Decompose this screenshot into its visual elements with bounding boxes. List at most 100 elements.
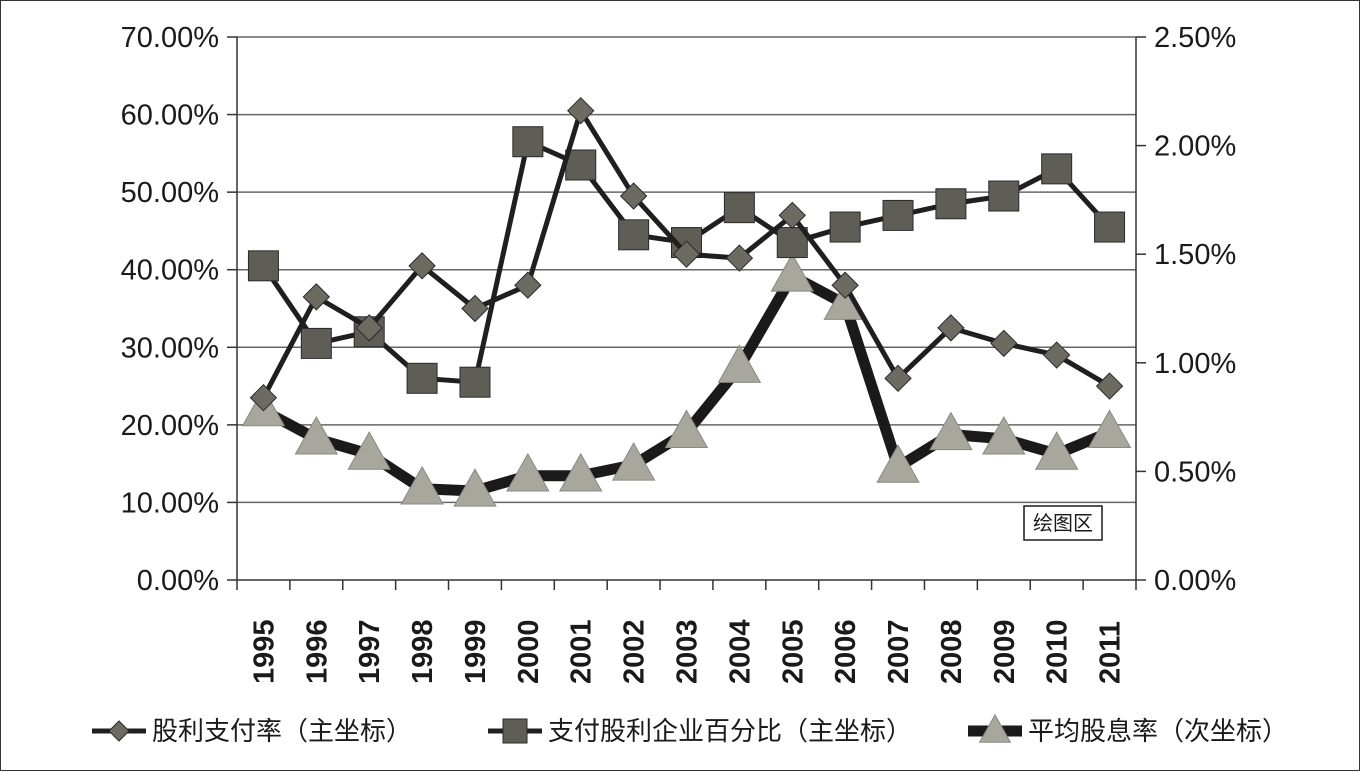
data-point-triangle [1087, 409, 1132, 449]
primary-y-tick-label: 70.00% [121, 22, 219, 54]
data-point-square [247, 250, 279, 282]
data-point-triangle [876, 444, 920, 483]
data-point-square [459, 366, 491, 398]
data-point-square [565, 149, 597, 181]
legend-marker-triangle [978, 713, 1012, 743]
secondary-y-tick-label: 0.50% [1154, 456, 1236, 488]
primary-y-tick-label: 0.00% [137, 565, 219, 597]
secondary-y-tick-label: 2.50% [1154, 22, 1236, 54]
data-point-triangle [1034, 431, 1079, 470]
plot-area-label: 绘图区 [1033, 511, 1093, 535]
x-tick-label: 2011 [1095, 621, 1127, 684]
legend-marker-diamond [108, 720, 130, 742]
data-point-diamond [567, 96, 595, 125]
axes [236, 37, 1137, 590]
legend-label: 平均股息率（次坐标） [1028, 717, 1288, 747]
data-point-diamond [778, 201, 806, 230]
data-point-diamond [619, 182, 648, 210]
gridlines [227, 36, 1146, 581]
data-point-square [935, 188, 967, 220]
data-point-triangle [982, 415, 1026, 455]
series-line [260, 270, 1112, 497]
x-tick-label: 1999 [460, 619, 492, 684]
x-tick-label: 2003 [672, 619, 704, 684]
secondary-y-tick-label: 1.00% [1154, 348, 1236, 380]
legend-item: 支付股利企业百分比（主坐标） [488, 717, 912, 747]
data-point-triangle [506, 452, 550, 492]
data-point-triangle [558, 452, 603, 492]
x-tick-label: 1995 [248, 619, 280, 684]
secondary-y-axis-labels: 0.00% 0.50% 1.00% 1.50% 2.00% 2.50% [1154, 22, 1236, 597]
legend-item: 股利支付率（主坐标） [92, 717, 412, 747]
legend-marker-square [502, 718, 528, 744]
secondary-y-tick-label: 0.00% [1154, 565, 1236, 597]
data-point-diamond [884, 364, 912, 393]
data-point-diamond [1042, 341, 1071, 369]
data-point-diamond [937, 314, 965, 342]
data-point-diamond [831, 271, 859, 299]
data-point-square [618, 219, 650, 251]
data-point-square [406, 362, 438, 394]
data-point-diamond [990, 329, 1018, 358]
secondary-y-tick-label: 2.00% [1154, 131, 1236, 163]
legend: 股利支付率（主坐标） 支付股利企业百分比（主坐标） 平均股息率（次坐标） [92, 713, 1288, 747]
primary-y-tick-label: 60.00% [121, 100, 219, 132]
data-point-square [829, 211, 861, 243]
data-point-triangle [611, 442, 656, 481]
data-point-square [1041, 153, 1073, 185]
series-diamond [249, 96, 1124, 412]
data-point-triangle [400, 465, 444, 505]
legend-label: 支付股利企业百分比（主坐标） [548, 717, 912, 747]
x-tick-label: 1997 [354, 619, 386, 684]
data-point-diamond [302, 283, 331, 311]
x-tick-label: 2001 [566, 619, 598, 684]
x-tick-label: 1998 [407, 619, 439, 684]
data-point-triangle [717, 344, 762, 383]
primary-y-tick-label: 20.00% [121, 410, 219, 442]
legend-item: 平均股息率（次坐标） [968, 713, 1288, 747]
data-point-diamond [1095, 372, 1124, 400]
primary-y-tick-label: 50.00% [121, 177, 219, 209]
data-point-diamond [725, 244, 754, 272]
data-point-diamond [355, 314, 383, 342]
series-layer [241, 96, 1132, 507]
primary-y-tick-label: 40.00% [121, 255, 219, 287]
x-tick-label: 2009 [989, 619, 1021, 684]
data-point-square [723, 192, 755, 224]
data-point-square [512, 126, 544, 158]
data-point-triangle [347, 431, 391, 470]
primary-y-tick-label: 10.00% [121, 487, 219, 519]
data-point-diamond [461, 294, 489, 323]
x-tick-label: 2007 [883, 619, 915, 684]
data-point-triangle [664, 409, 709, 449]
data-point-square [882, 199, 914, 231]
x-tick-label: 2006 [830, 619, 862, 684]
x-tick-label: 2004 [724, 619, 756, 684]
data-point-diamond [514, 271, 542, 299]
legend-label: 股利支付率（主坐标） [152, 717, 412, 747]
data-point-diamond [249, 384, 278, 412]
data-point-triangle [294, 415, 339, 455]
data-point-triangle [929, 411, 973, 451]
x-axis-labels: 1995 1996 1997 1998 1999 2000 2001 2002 2003 2004… [248, 619, 1126, 684]
x-tick-label: 2002 [619, 619, 651, 684]
data-point-square [300, 327, 332, 359]
data-point-triangle [770, 253, 815, 292]
secondary-y-tick-label: 1.50% [1154, 239, 1236, 271]
data-point-square [1094, 211, 1126, 243]
plot-area-label-box: 绘图区 [1023, 505, 1103, 541]
x-tick-label: 2005 [777, 619, 809, 684]
primary-y-axis-labels: 0.00% 10.00% 20.00% 30.00% 40.00% 50.00% 60.00… [121, 22, 219, 597]
x-tick-label: 2010 [1042, 619, 1074, 684]
x-tick-label: 2000 [513, 619, 545, 684]
data-point-diamond [408, 252, 436, 280]
x-tick-label: 2008 [936, 619, 968, 684]
primary-y-tick-label: 30.00% [121, 332, 219, 364]
x-tick-label: 1996 [301, 619, 333, 684]
data-point-triangle [453, 468, 497, 507]
data-point-square [988, 180, 1020, 212]
data-point-diamond [672, 240, 701, 268]
series-triangle [241, 253, 1132, 507]
